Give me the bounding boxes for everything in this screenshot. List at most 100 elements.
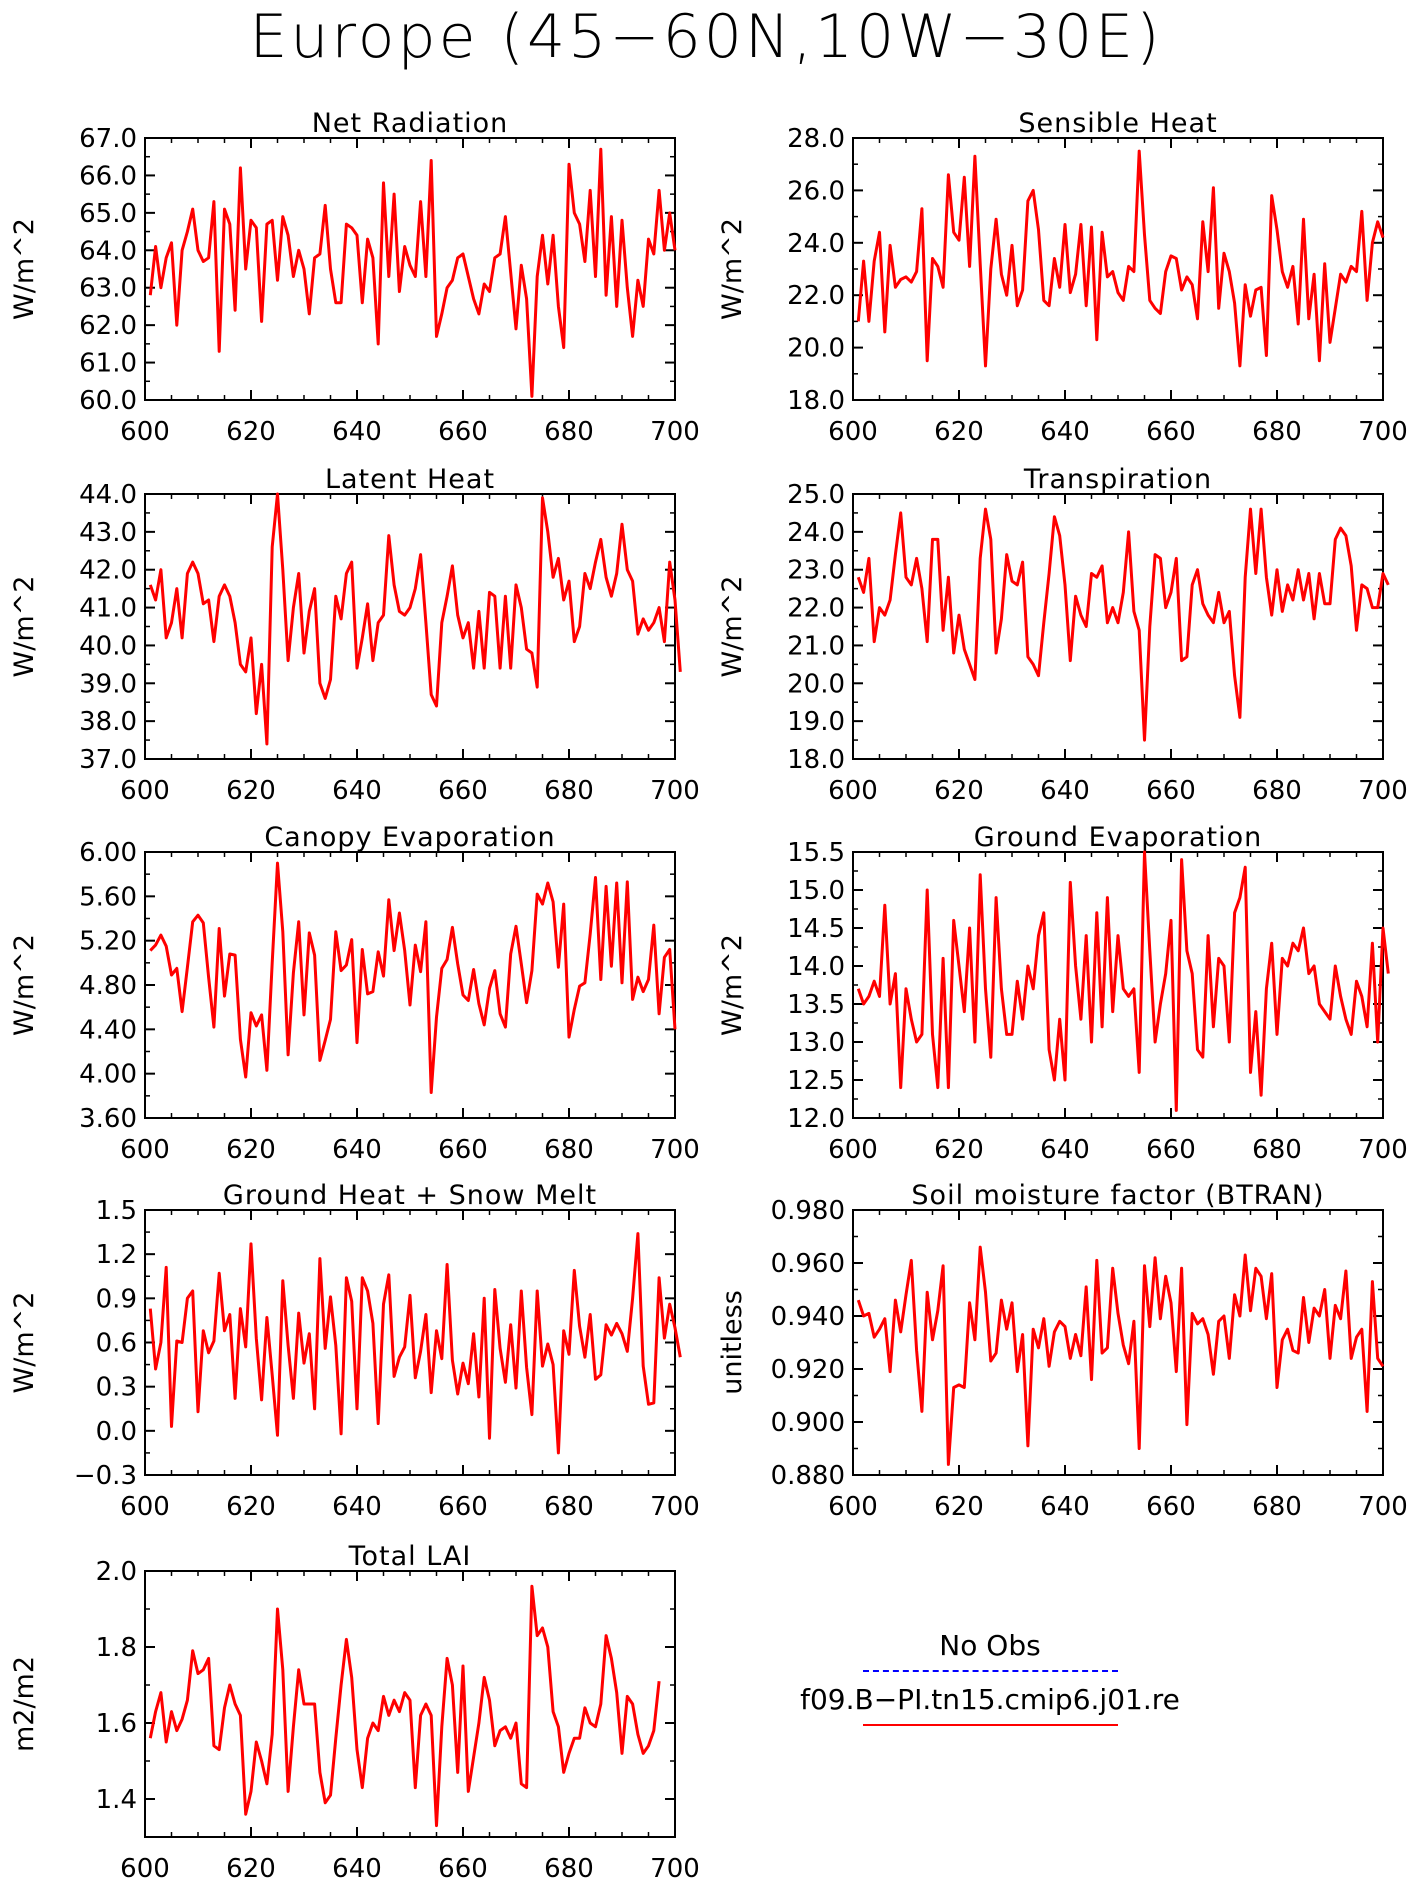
x-tick-label: 620 — [226, 417, 276, 447]
x-tick-label: 680 — [544, 417, 594, 447]
panel-title: Net Radiation — [312, 108, 509, 139]
y-tick-label: 20.0 — [787, 334, 845, 364]
legend-obs-line — [862, 1670, 1118, 1672]
y-tick-label: 0.880 — [771, 1461, 845, 1491]
y-tick-label: 3.60 — [79, 1104, 137, 1134]
panel-frame — [852, 1209, 1384, 1476]
y-tick-label: 63.0 — [79, 274, 137, 304]
x-tick-label: 680 — [544, 1854, 594, 1884]
y-tick-label: 5.60 — [79, 882, 137, 912]
y-axis-label: W/m^2 — [717, 576, 748, 678]
y-tick-label: 22.0 — [787, 281, 845, 311]
x-tick-label: 680 — [1252, 776, 1302, 806]
y-tick-label: −0.3 — [74, 1461, 137, 1491]
x-tick-label: 660 — [1146, 1135, 1196, 1165]
x-tick-label: 660 — [1146, 1492, 1196, 1522]
y-tick-label: 0.900 — [771, 1408, 845, 1438]
y-tick-label: 0.6 — [96, 1329, 137, 1359]
y-tick-label: 0.920 — [771, 1355, 845, 1385]
x-tick-label: 660 — [1146, 417, 1196, 447]
y-axis-label: W/m^2 — [717, 934, 748, 1036]
y-tick-label: 1.2 — [96, 1240, 137, 1270]
x-tick-label: 680 — [544, 1135, 594, 1165]
panel-title: Total LAI — [348, 1541, 472, 1572]
y-tick-label: 39.0 — [79, 669, 137, 699]
y-tick-label: 65.0 — [79, 199, 137, 229]
panel-title: Ground Heat + Snow Melt — [223, 1180, 597, 1211]
y-tick-label: 15.0 — [787, 876, 845, 906]
x-tick-label: 640 — [332, 1135, 382, 1165]
y-tick-label: 0.980 — [771, 1196, 845, 1226]
series-line — [856, 850, 1390, 1112]
y-axis-label: W/m^2 — [717, 218, 748, 320]
x-tick-label: 640 — [1040, 776, 1090, 806]
y-axis-label: unitless — [717, 1290, 748, 1395]
x-tick-label: 700 — [650, 1135, 700, 1165]
x-tick-label: 660 — [438, 776, 488, 806]
y-tick-label: 23.0 — [787, 556, 845, 586]
y-axis-label: W/m^2 — [9, 576, 40, 678]
y-tick-label: 1.8 — [96, 1633, 137, 1663]
x-tick-label: 640 — [1040, 1135, 1090, 1165]
y-tick-label: 0.9 — [96, 1284, 137, 1314]
panel-4: 18.0 19.0 20.0 21.0 22.0 23.0 24.0 25.0 600 620 64… — [717, 464, 1408, 806]
x-tick-label: 700 — [1358, 1492, 1408, 1522]
y-tick-label: 41.0 — [79, 594, 137, 624]
x-tick-label: 600 — [120, 1492, 170, 1522]
x-tick-label: 640 — [332, 776, 382, 806]
panel-frame — [852, 493, 1384, 760]
y-tick-label: 61.0 — [79, 349, 137, 379]
panel-frame — [144, 493, 676, 760]
y-tick-label: 1.6 — [96, 1709, 137, 1739]
x-tick-label: 680 — [1252, 1492, 1302, 1522]
y-tick-label: 20.0 — [787, 669, 845, 699]
y-tick-label: 15.5 — [787, 838, 845, 868]
y-tick-label: 43.0 — [79, 518, 137, 548]
legend-obs-label: No Obs — [939, 1629, 1041, 1662]
y-tick-label: 26.0 — [787, 176, 845, 206]
y-tick-label: 6.00 — [79, 838, 137, 868]
panel-5: 3.60 4.00 4.40 4.80 5.20 5.60 6.00 600 620 640 660… — [9, 822, 700, 1165]
panel-9: 1.4 1.6 1.8 2.0 600 620 640 660 680 700 Total LAI m… — [9, 1541, 700, 1884]
y-axis-label: W/m^2 — [9, 934, 40, 1036]
panel-title: Sensible Heat — [1018, 108, 1217, 139]
x-tick-label: 640 — [332, 1492, 382, 1522]
y-tick-label: 42.0 — [79, 556, 137, 586]
x-tick-label: 600 — [828, 1135, 878, 1165]
panel-title: Canopy Evaporation — [264, 822, 555, 853]
x-tick-label: 660 — [438, 1854, 488, 1884]
y-tick-label: 0.0 — [96, 1417, 137, 1447]
x-tick-label: 700 — [1358, 776, 1408, 806]
panel-8: 0.880 0.900 0.920 0.940 0.960 0.980 600 620 640 6… — [717, 1180, 1408, 1522]
legend-model-label: f09.B−PI.tn15.cmip6.j01.re — [800, 1683, 1180, 1716]
legend: No Obs f09.B−PI.tn15.cmip6.j01.re — [750, 1628, 1230, 1736]
y-tick-label: 4.00 — [79, 1060, 137, 1090]
x-tick-label: 660 — [438, 1135, 488, 1165]
y-tick-label: 60.0 — [79, 386, 137, 416]
x-tick-label: 620 — [934, 776, 984, 806]
x-tick-label: 640 — [332, 1854, 382, 1884]
y-tick-label: 19.0 — [787, 707, 845, 737]
x-tick-label: 700 — [650, 776, 700, 806]
x-tick-label: 680 — [544, 776, 594, 806]
panel-title: Latent Heat — [325, 464, 495, 495]
y-tick-label: 28.0 — [787, 124, 845, 154]
y-tick-label: 24.0 — [787, 229, 845, 259]
x-tick-label: 680 — [1252, 1135, 1302, 1165]
y-axis-label: W/m^2 — [9, 218, 40, 320]
y-tick-label: 22.0 — [787, 594, 845, 624]
panel-frame — [852, 851, 1384, 1119]
x-tick-label: 600 — [120, 417, 170, 447]
series-line — [856, 1245, 1385, 1466]
panel-title: Ground Evaporation — [974, 822, 1263, 853]
x-tick-label: 640 — [1040, 417, 1090, 447]
x-tick-label: 600 — [120, 1854, 170, 1884]
y-tick-label: 1.4 — [96, 1785, 137, 1815]
y-tick-label: 18.0 — [787, 745, 845, 775]
panel-3: 37.0 38.0 39.0 40.0 41.0 42.0 43.0 44.0 600 620 64… — [9, 464, 700, 806]
panel-2: 18.0 20.0 22.0 24.0 26.0 28.0 600 620 640 660 680 7… — [717, 108, 1408, 447]
x-tick-label: 600 — [828, 1492, 878, 1522]
panel-6: 12.0 12.5 13.0 13.5 14.0 14.5 15.0 15.5 600 620 64… — [717, 822, 1408, 1165]
